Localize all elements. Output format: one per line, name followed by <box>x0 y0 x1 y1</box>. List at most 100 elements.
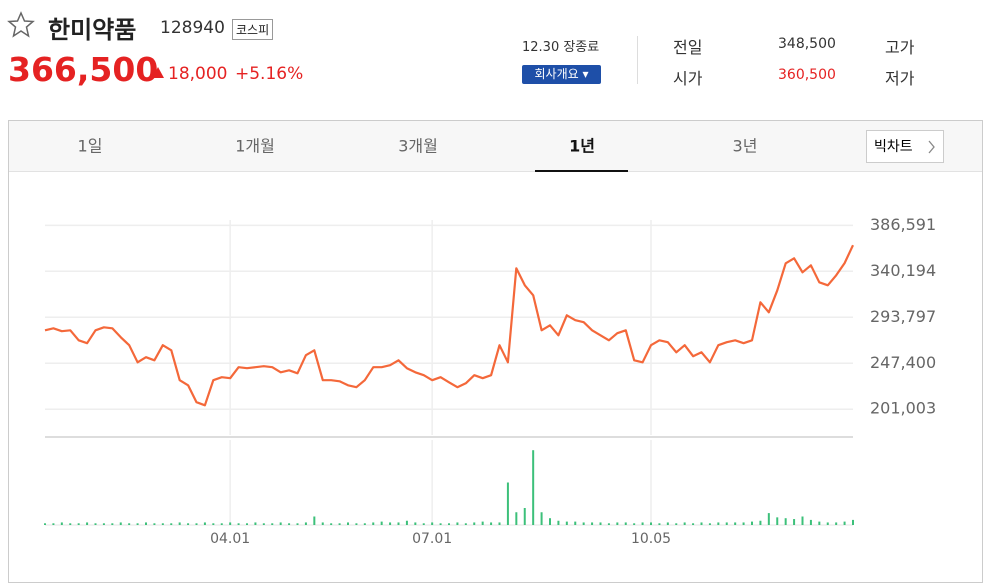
tab[interactable]: 1개월 <box>235 137 275 156</box>
volume-bar <box>759 520 762 525</box>
volume-bar <box>170 523 173 525</box>
volume-bar <box>153 523 156 525</box>
volume-bar <box>683 522 686 525</box>
info-value: 348,500 <box>778 36 836 52</box>
volume-bar <box>347 522 349 525</box>
volume-bar <box>254 522 257 525</box>
volume-bar <box>86 522 89 525</box>
volume-bar <box>692 523 695 525</box>
volume-bar <box>195 523 198 525</box>
volume-bar <box>532 450 535 525</box>
volume-bar <box>607 523 610 525</box>
volume-bar <box>414 522 417 525</box>
x-tick-label: 10.05 <box>631 531 671 547</box>
volume-bar <box>835 522 838 525</box>
volume-bar <box>128 523 131 525</box>
volume-bar <box>616 522 619 525</box>
volume-bar <box>304 522 307 525</box>
volume-bar <box>77 523 80 525</box>
volume-bar <box>809 519 812 525</box>
x-tick-label: 04.01 <box>210 531 250 547</box>
volume-bar <box>288 523 291 525</box>
volume-bar <box>675 523 678 525</box>
volume-bar <box>60 522 63 525</box>
info-label: 저가 <box>885 69 915 88</box>
volume-bar <box>220 523 223 525</box>
volume-bar <box>431 522 434 525</box>
price-change: 18,000 <box>168 64 228 84</box>
volume-bar <box>178 522 181 525</box>
info-label: 시가 <box>673 69 703 88</box>
favorite-star[interactable] <box>6 10 36 40</box>
big-chart-label: 빅차트 <box>874 139 913 155</box>
panel-border <box>8 120 983 583</box>
volume-bar <box>330 523 333 525</box>
volume-bar <box>784 518 787 525</box>
volume-bar <box>565 521 568 525</box>
volume-bar <box>262 523 265 525</box>
volume-bar <box>515 512 518 525</box>
volume-bar <box>734 522 737 525</box>
volume-bar <box>355 523 358 525</box>
big-chart-button[interactable] <box>866 130 944 163</box>
volume-bar <box>742 522 745 525</box>
divider <box>637 36 638 84</box>
tab-bar <box>9 121 982 171</box>
info-value: 360,500 <box>778 67 836 83</box>
volume-bar <box>52 523 55 525</box>
volume-bar <box>574 521 577 525</box>
market-badge: 코스피 <box>232 19 274 40</box>
stock-code: 128940 <box>160 18 225 38</box>
y-tick-label: 340,194 <box>870 261 936 280</box>
info-label: 고가 <box>885 38 915 57</box>
volume-bar <box>102 523 105 525</box>
volume-bar <box>212 523 215 525</box>
volume-bar <box>658 523 661 525</box>
tab[interactable]: 1일 <box>78 137 103 156</box>
y-tick-label: 293,797 <box>870 307 936 326</box>
volume-bar <box>540 512 543 525</box>
volume-bar <box>717 522 720 525</box>
volume-bar <box>599 522 602 525</box>
price-line <box>44 244 854 407</box>
volume-bar <box>490 522 493 525</box>
tab[interactable]: 1년 <box>569 137 595 156</box>
volume-bar <box>826 522 829 525</box>
volume-bar <box>397 522 400 525</box>
volume-bar <box>321 522 324 525</box>
volume-bar <box>246 523 248 525</box>
up-triangle <box>152 67 164 78</box>
volume-bar <box>751 521 753 525</box>
volume-bar <box>666 522 669 525</box>
company-button[interactable]: 회사개요 ▾ <box>522 65 601 84</box>
button-label: 회사개요 <box>534 67 579 81</box>
volume-bar <box>136 523 139 525</box>
volume-bar <box>94 523 97 525</box>
volume-bar <box>44 523 46 525</box>
volume-bar <box>776 517 779 525</box>
volume-bar <box>296 523 299 525</box>
volume-bar <box>624 522 627 525</box>
volume-bar <box>843 521 846 525</box>
volume-bar <box>549 518 551 525</box>
volume-bar <box>708 523 711 525</box>
volume-bar <box>405 520 408 525</box>
volume-bar <box>119 522 122 525</box>
tab[interactable]: 3년 <box>733 137 758 156</box>
volume-bar <box>271 523 274 525</box>
volume-bar <box>582 522 585 525</box>
volume-bar <box>793 519 796 525</box>
volume-bar <box>852 519 854 525</box>
price: 366,500 <box>8 50 159 89</box>
volume-bar <box>481 521 484 525</box>
volume-bar <box>187 523 190 525</box>
volume-bar <box>725 522 728 525</box>
volume-bar <box>498 522 501 525</box>
x-tick-label: 07.01 <box>412 531 452 547</box>
star-icon[interactable] <box>7 11 35 38</box>
volume-bar <box>801 516 804 525</box>
tab[interactable]: 3개월 <box>398 137 438 156</box>
volume-bar <box>818 521 821 525</box>
volume-bar <box>700 522 703 525</box>
volume-bar <box>448 523 450 525</box>
